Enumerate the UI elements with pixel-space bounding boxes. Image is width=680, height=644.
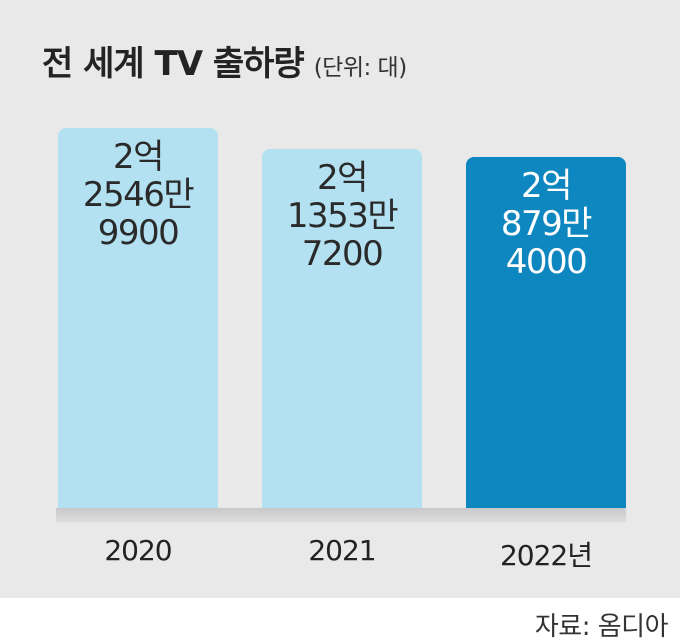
bar-value-label: 2억 879만 4000 xyxy=(500,166,593,283)
chart-header: 전 세계 TV 출하량 (단위: 대) xyxy=(42,36,407,85)
x-tick-label: 2021 xyxy=(308,534,376,567)
bar-value-label: 2억 2546만 9900 xyxy=(82,137,195,253)
bar-2020 xyxy=(58,128,218,508)
x-tick-label: 2022년 xyxy=(499,539,593,572)
x-tick-label: 2020 xyxy=(104,534,172,567)
unit-note: (단위: 대) xyxy=(313,55,408,81)
bar-2021 xyxy=(262,148,422,508)
chart-title: 전 세계 TV 출하량 xyxy=(42,44,305,84)
chart-baseline xyxy=(56,508,626,522)
plot-area: 2억 2546만 9900 2020 2억 1353만 7200 2021 2억 879… xyxy=(56,128,626,572)
bar-2022년 xyxy=(466,157,626,508)
bar-value-label: 2억 1353만 7200 xyxy=(286,157,399,274)
source-note: 자료: 옴디아 xyxy=(534,612,669,642)
